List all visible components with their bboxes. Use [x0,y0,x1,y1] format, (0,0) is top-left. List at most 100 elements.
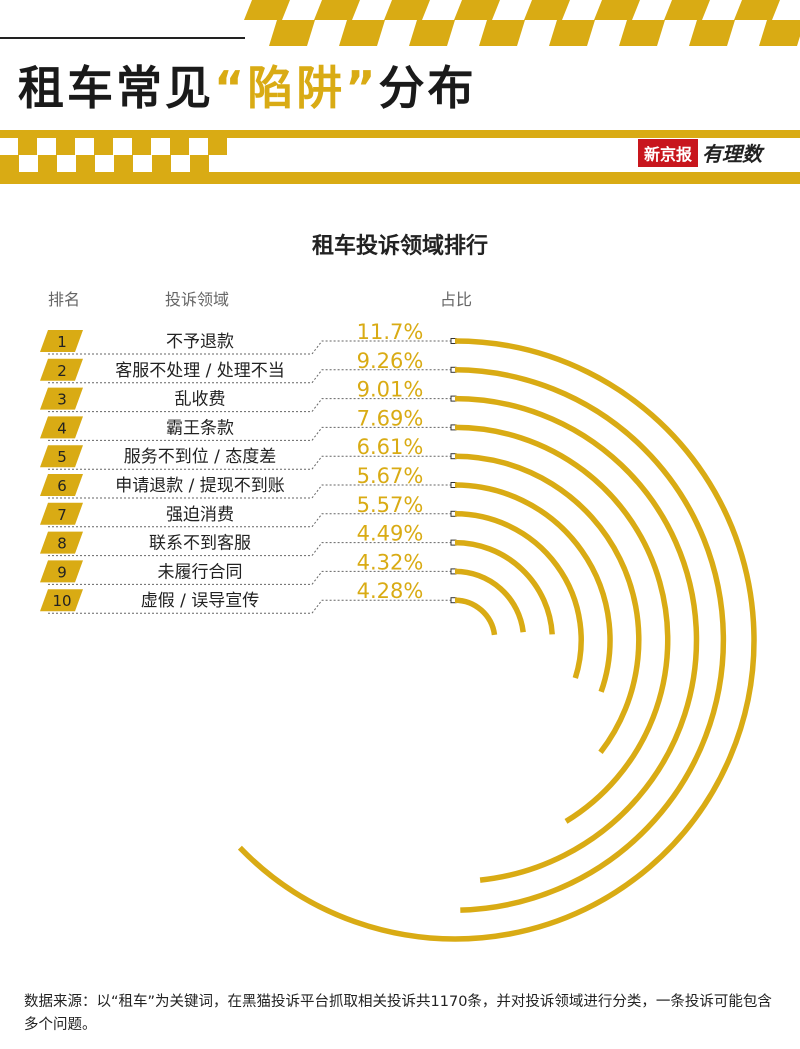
value-label: 5.67% [357,464,424,488]
brand-name: 新京报 [638,138,699,167]
stripe-top-row2 [479,20,525,46]
rank-badge [40,387,83,410]
rank-label: 5 [57,448,67,466]
leader-line [48,369,452,384]
rank-badge [40,445,83,468]
checker-square-row2 [190,155,209,172]
page-title-pre: 租车常见 [18,61,214,115]
stripe-top-row2 [759,20,800,46]
rank-badge [40,330,83,352]
stripe-top-row2 [689,20,735,46]
category-label: 客服不处理 / 处理不当 [115,361,285,381]
checker-square-row1 [56,138,75,155]
rank-label: 3 [57,391,67,409]
checker-square-row1 [18,138,37,155]
leader-line [48,570,452,585]
rank-label: 10 [52,592,71,610]
category-label: 未履行合同 [158,562,243,582]
stripe-top-row2 [619,20,665,46]
value-arc [454,482,613,693]
checker-square-row1 [132,138,151,155]
value-arc [454,511,584,679]
checker-square-row2 [38,155,57,172]
stripe-top-row1 [244,0,290,20]
category-label: 联系不到客服 [149,534,251,554]
chart-row: 5 服务不到位 / 态度差 6.61% [40,435,642,754]
category-label: 霸王条款 [166,418,234,438]
value-arc [454,539,555,635]
rank-badge [40,560,83,583]
value-arc [454,395,700,883]
stripe-top-row2 [409,20,455,46]
rank-label: 2 [57,362,67,380]
stripe-top-row1 [594,0,640,20]
page-title: 租车常见“陷阱”分布 [18,52,476,118]
stripe-top-row1 [524,0,570,20]
rank-label: 1 [57,333,67,351]
stripe-top-row1 [314,0,360,20]
value-arc [454,568,526,633]
category-label: 服务不到位 / 态度差 [124,447,277,467]
chart-row: 10 虚假 / 误导宣传 4.28% [40,579,498,636]
chart-row: 3 乱收费 9.01% [40,378,700,883]
checker-square-row2 [0,155,19,172]
rank-badge [40,416,83,439]
rank-badge [40,474,83,496]
leader-line [48,398,452,413]
chart-row: 9 未履行合同 4.32% [40,550,526,633]
value-arc [454,367,727,913]
source-footnote: 数据来源：以“租车”为关键词，在黑猫投诉平台抓取相关投诉共1170条，并对投诉领… [24,994,772,1033]
header-decoration [0,0,800,200]
value-label: 11.7% [357,320,424,344]
rank-badge [40,589,83,612]
rank-label: 7 [57,506,67,524]
page-title-post: 分布 [378,61,477,115]
leader-line [48,599,452,614]
rank-label: 8 [57,535,67,553]
leader-line [48,484,452,499]
rank-label: 4 [57,419,67,437]
checker-square-row2 [114,155,133,172]
category-label: 不予退款 [166,332,234,352]
chart-row: 6 申请退款 / 提现不到账 5.67% [40,464,613,693]
value-label: 4.32% [357,550,424,574]
value-label: 4.28% [357,579,424,603]
value-arc [454,453,642,754]
rank-badge [40,502,83,525]
checker-square-row2 [76,155,95,172]
value-arc [454,424,671,824]
value-label: 5.57% [357,493,424,517]
header-background [0,0,800,200]
brand-logo: 新京报 有理数 [638,138,762,167]
checker-square-row1 [170,138,189,155]
category-label: 强迫消费 [166,505,234,525]
chart-row: 7 强迫消费 5.57% [40,493,584,679]
page-title-highlight: “陷阱” [214,61,379,115]
value-label: 7.69% [357,406,424,430]
stripe-top-row2 [339,20,385,46]
header-band-top [0,130,800,138]
chart-row: 8 联系不到客服 4.49% [40,522,555,635]
value-label: 9.01% [357,378,424,402]
leader-line [48,542,452,557]
category-label: 乱收费 [175,390,226,410]
stripe-top-row1 [384,0,430,20]
rank-label: 9 [57,563,67,581]
rank-badge [40,531,83,554]
header-band-bottom [0,172,800,184]
checker-square-row1 [208,138,227,155]
checker-square-row2 [152,155,171,172]
column-header-category: 投诉领域 [165,290,230,309]
leader-line [48,455,452,470]
value-label: 6.61% [357,435,424,459]
stripe-top-row1 [734,0,780,20]
stripe-top-row2 [269,20,315,46]
chart-row: 4 霸王条款 7.69% [40,406,671,824]
checker-square-row1 [94,138,113,155]
stripe-top-row2 [549,20,595,46]
value-arc [454,597,498,636]
leader-line [48,426,452,441]
stripe-top-row1 [664,0,710,20]
